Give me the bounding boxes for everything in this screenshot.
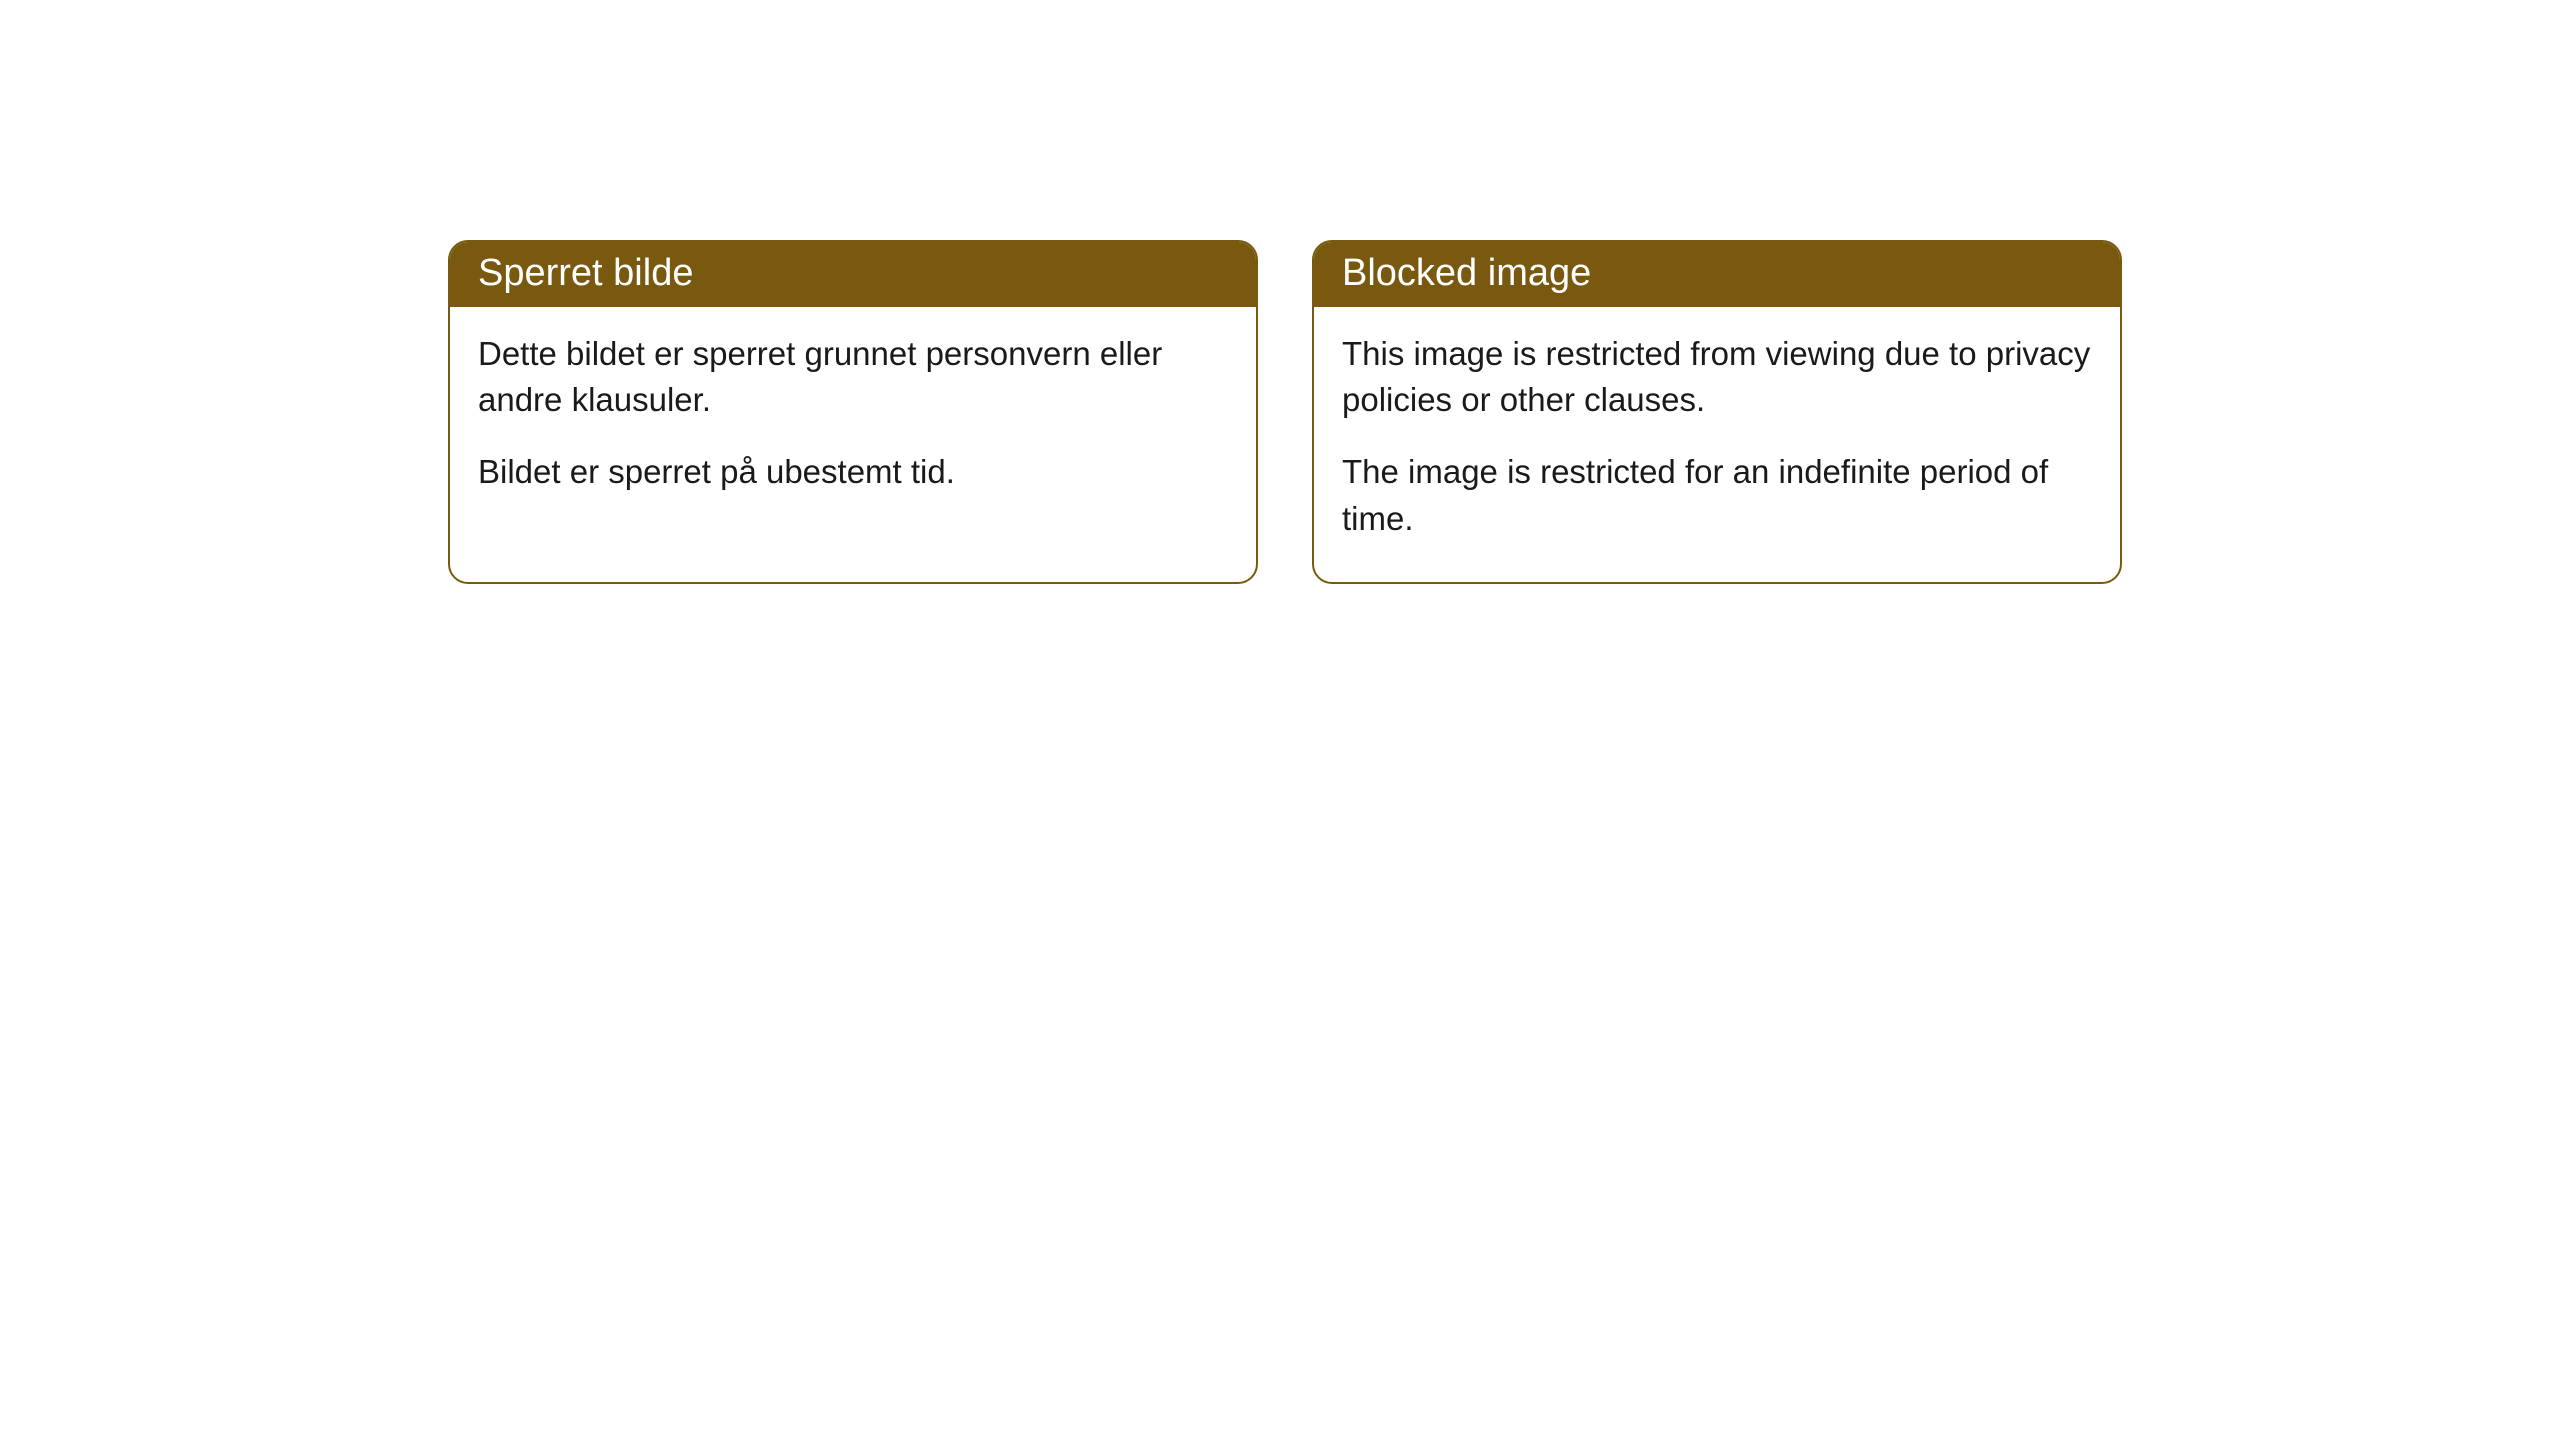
blocked-image-card-norwegian: Sperret bilde Dette bildet er sperret gr… — [448, 240, 1258, 584]
card-paragraph-1: Dette bildet er sperret grunnet personve… — [478, 331, 1228, 423]
notice-cards-container: Sperret bilde Dette bildet er sperret gr… — [0, 0, 2560, 584]
card-body: This image is restricted from viewing du… — [1314, 307, 2120, 582]
card-paragraph-1: This image is restricted from viewing du… — [1342, 331, 2092, 423]
card-header: Sperret bilde — [450, 242, 1256, 307]
card-paragraph-2: The image is restricted for an indefinit… — [1342, 449, 2092, 541]
card-paragraph-2: Bildet er sperret på ubestemt tid. — [478, 449, 1228, 495]
card-title: Blocked image — [1342, 252, 1591, 294]
card-title: Sperret bilde — [478, 252, 693, 294]
blocked-image-card-english: Blocked image This image is restricted f… — [1312, 240, 2122, 584]
card-header: Blocked image — [1314, 242, 2120, 307]
card-body: Dette bildet er sperret grunnet personve… — [450, 307, 1256, 536]
